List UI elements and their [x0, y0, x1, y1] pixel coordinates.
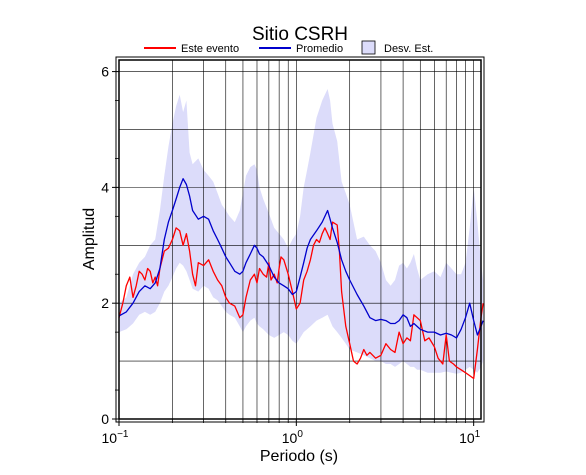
legend-label-este-evento: Este evento — [181, 43, 239, 55]
y-tick-label: 0 — [101, 411, 109, 427]
plot-area: 0 2 4 6 10−1 100 101 — [101, 56, 485, 446]
x-tick-label: 100 — [282, 429, 304, 446]
plot-frame — [118, 59, 482, 420]
legend-label-desv-est: Desv. Est. — [384, 43, 433, 55]
legend-swatch-desv-est — [361, 40, 376, 55]
legend-label-promedio: Promedio — [296, 43, 343, 55]
x-axis-title: Periodo (s) — [260, 448, 338, 465]
x-tick-label: 10−1 — [102, 429, 129, 446]
plot-frame-outer — [115, 56, 485, 423]
y-axis-title: Amplitud — [81, 208, 98, 270]
y-tick-label: 4 — [101, 179, 109, 195]
y-tick-label: 2 — [101, 295, 109, 311]
x-tick-label: 101 — [459, 429, 481, 446]
legend: Este evento Promedio Desv. Est. — [144, 40, 433, 55]
band-desv-est — [119, 89, 484, 374]
series-line-promedio — [118, 178, 484, 339]
series-line-este-evento — [118, 221, 484, 380]
y-tick-label: 6 — [101, 64, 109, 80]
chart-title: Sitio CSRH — [252, 24, 348, 45]
